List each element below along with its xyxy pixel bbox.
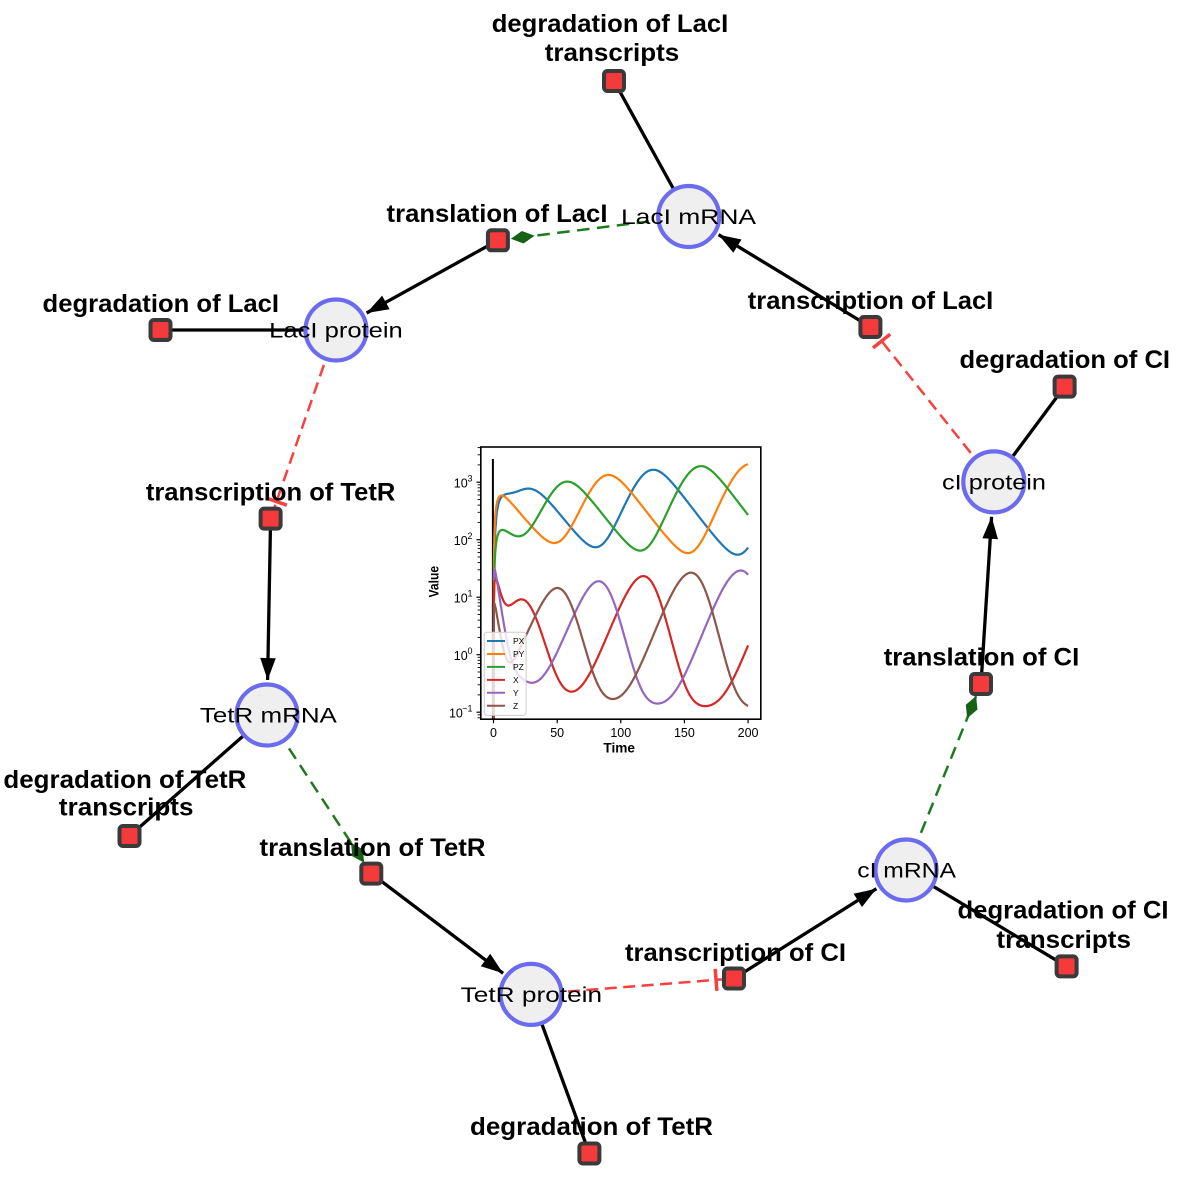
svg-text:10: 10 <box>454 534 468 548</box>
svg-text:Y: Y <box>513 688 519 698</box>
svg-text:200: 200 <box>738 726 759 740</box>
svg-text:X: X <box>513 675 519 685</box>
svg-text:50: 50 <box>550 726 564 740</box>
svg-text:degradation of LacI: degradation of LacI <box>492 10 729 38</box>
svg-text:−1: −1 <box>462 703 472 713</box>
svg-text:2: 2 <box>467 531 472 541</box>
svg-text:Z: Z <box>513 701 518 711</box>
svg-text:10: 10 <box>454 592 468 606</box>
svg-text:degradation of TetR: degradation of TetR <box>3 766 246 794</box>
svg-text:translation of LacI: translation of LacI <box>387 200 608 228</box>
svg-text:degradation of TetR: degradation of TetR <box>470 1113 713 1141</box>
svg-text:10: 10 <box>454 477 468 491</box>
svg-text:degradation of CI: degradation of CI <box>958 897 1169 925</box>
svg-text:cI mRNA: cI mRNA <box>857 860 956 883</box>
svg-text:PY: PY <box>513 649 525 659</box>
svg-text:Value: Value <box>426 566 442 598</box>
svg-text:degradation of CI: degradation of CI <box>960 346 1171 374</box>
svg-text:3: 3 <box>467 473 472 483</box>
svg-text:translation of TetR: translation of TetR <box>260 834 486 862</box>
svg-text:10: 10 <box>449 707 463 721</box>
svg-text:LacI mRNA: LacI mRNA <box>621 206 756 229</box>
svg-text:transcription of CI: transcription of CI <box>625 939 846 967</box>
svg-text:150: 150 <box>674 726 695 740</box>
svg-text:10: 10 <box>454 649 468 663</box>
svg-text:1: 1 <box>467 588 472 598</box>
svg-text:Time: Time <box>603 739 635 755</box>
svg-text:0: 0 <box>467 646 472 656</box>
svg-text:LacI protein: LacI protein <box>269 320 403 343</box>
svg-text:transcription of LacI: transcription of LacI <box>748 287 994 315</box>
svg-text:cI protein: cI protein <box>942 472 1046 495</box>
svg-text:translation of CI: translation of CI <box>884 643 1080 671</box>
svg-text:PX: PX <box>513 636 525 646</box>
svg-text:TetR protein: TetR protein <box>461 984 602 1007</box>
svg-text:0: 0 <box>490 726 497 740</box>
svg-text:transcripts: transcripts <box>545 39 680 67</box>
svg-text:transcripts: transcripts <box>59 793 194 821</box>
svg-text:TetR mRNA: TetR mRNA <box>200 705 337 728</box>
svg-text:PZ: PZ <box>513 662 524 672</box>
svg-text:transcripts: transcripts <box>996 926 1131 954</box>
svg-text:transcription of TetR: transcription of TetR <box>146 479 396 507</box>
svg-text:degradation of LacI: degradation of LacI <box>43 290 279 318</box>
svg-text:100: 100 <box>610 726 631 740</box>
